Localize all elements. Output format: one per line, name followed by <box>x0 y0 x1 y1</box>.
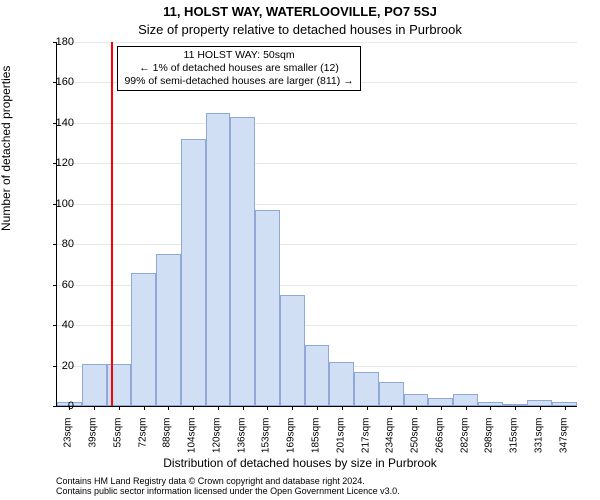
x-tick-label: 201sqm <box>335 418 346 468</box>
x-tick-label: 169sqm <box>286 418 297 468</box>
histogram-bar <box>428 398 453 406</box>
annotation-line-2: ← 1% of detached houses are smaller (12) <box>124 62 353 75</box>
annotation-line-1: 11 HOLST WAY: 50sqm <box>124 49 353 62</box>
x-tick-label: 315sqm <box>509 418 520 468</box>
x-tick-label: 88sqm <box>162 418 173 468</box>
x-tick-mark <box>94 406 95 410</box>
histogram-bar <box>354 372 379 406</box>
x-tick-label: 266sqm <box>434 418 445 468</box>
attribution-line-1: Contains HM Land Registry data © Crown c… <box>56 476 400 486</box>
x-tick-mark <box>243 406 244 410</box>
x-tick-mark <box>144 406 145 410</box>
histogram-bar <box>329 362 354 406</box>
histogram-bar <box>404 394 429 406</box>
x-tick-mark <box>342 406 343 410</box>
y-tick-label: 100 <box>34 198 74 210</box>
x-tick-label: 39sqm <box>88 418 99 468</box>
y-tick-label: 120 <box>34 157 74 169</box>
x-tick-label: 120sqm <box>211 418 222 468</box>
histogram-bar <box>206 113 231 406</box>
x-tick-label: 282sqm <box>459 418 470 468</box>
y-tick-label: 160 <box>34 76 74 88</box>
grid-line <box>57 204 577 205</box>
histogram-bar <box>453 394 478 406</box>
y-tick-label: 140 <box>34 117 74 129</box>
x-tick-label: 153sqm <box>261 418 272 468</box>
x-tick-label: 217sqm <box>360 418 371 468</box>
x-tick-mark <box>416 406 417 410</box>
x-tick-label: 250sqm <box>410 418 421 468</box>
x-tick-label: 185sqm <box>311 418 322 468</box>
reference-marker-line <box>111 42 113 406</box>
x-tick-mark <box>515 406 516 410</box>
grid-line <box>57 163 577 164</box>
annotation-box: 11 HOLST WAY: 50sqm← 1% of detached hous… <box>117 46 360 91</box>
x-tick-mark <box>540 406 541 410</box>
x-tick-mark <box>119 406 120 410</box>
x-tick-label: 55sqm <box>112 418 123 468</box>
histogram-bar <box>379 382 404 406</box>
y-tick-label: 80 <box>34 238 74 250</box>
y-tick-label: 40 <box>34 319 74 331</box>
x-tick-mark <box>267 406 268 410</box>
x-tick-label: 72sqm <box>137 418 148 468</box>
x-tick-label: 23sqm <box>63 418 74 468</box>
histogram-bar <box>181 139 206 406</box>
histogram-bar <box>156 254 181 406</box>
plot-area: 11 HOLST WAY: 50sqm← 1% of detached hous… <box>56 42 577 407</box>
y-tick-label: 0 <box>34 400 74 412</box>
x-tick-mark <box>168 406 169 410</box>
chart-container: 11, HOLST WAY, WATERLOOVILLE, PO7 5SJ Si… <box>0 0 600 500</box>
y-tick-label: 20 <box>34 360 74 372</box>
histogram-bar <box>305 345 330 406</box>
histogram-bar <box>107 364 132 406</box>
chart-title-sub: Size of property relative to detached ho… <box>0 22 600 37</box>
x-tick-mark <box>193 406 194 410</box>
x-tick-label: 136sqm <box>236 418 247 468</box>
x-tick-label: 234sqm <box>385 418 396 468</box>
x-tick-mark <box>317 406 318 410</box>
x-tick-mark <box>292 406 293 410</box>
histogram-bar <box>255 210 280 406</box>
histogram-bar <box>230 117 255 406</box>
y-tick-label: 60 <box>34 279 74 291</box>
histogram-bar <box>280 295 305 406</box>
x-tick-label: 298sqm <box>484 418 495 468</box>
grid-line <box>57 42 577 43</box>
chart-title-main: 11, HOLST WAY, WATERLOOVILLE, PO7 5SJ <box>0 4 600 19</box>
x-tick-mark <box>391 406 392 410</box>
grid-line <box>57 123 577 124</box>
x-tick-mark <box>441 406 442 410</box>
histogram-bar <box>82 364 107 406</box>
grid-line <box>57 244 577 245</box>
annotation-line-3: 99% of semi-detached houses are larger (… <box>124 75 353 88</box>
y-axis-label: Number of detached properties <box>0 66 13 231</box>
x-tick-label: 347sqm <box>558 418 569 468</box>
histogram-bar <box>131 273 156 406</box>
x-tick-mark <box>367 406 368 410</box>
x-tick-mark <box>466 406 467 410</box>
y-tick-label: 180 <box>34 36 74 48</box>
x-tick-mark <box>218 406 219 410</box>
x-tick-mark <box>490 406 491 410</box>
attribution-line-2: Contains public sector information licen… <box>56 486 400 496</box>
attribution: Contains HM Land Registry data © Crown c… <box>56 476 400 497</box>
x-tick-mark <box>565 406 566 410</box>
x-tick-label: 331sqm <box>533 418 544 468</box>
x-tick-label: 104sqm <box>187 418 198 468</box>
